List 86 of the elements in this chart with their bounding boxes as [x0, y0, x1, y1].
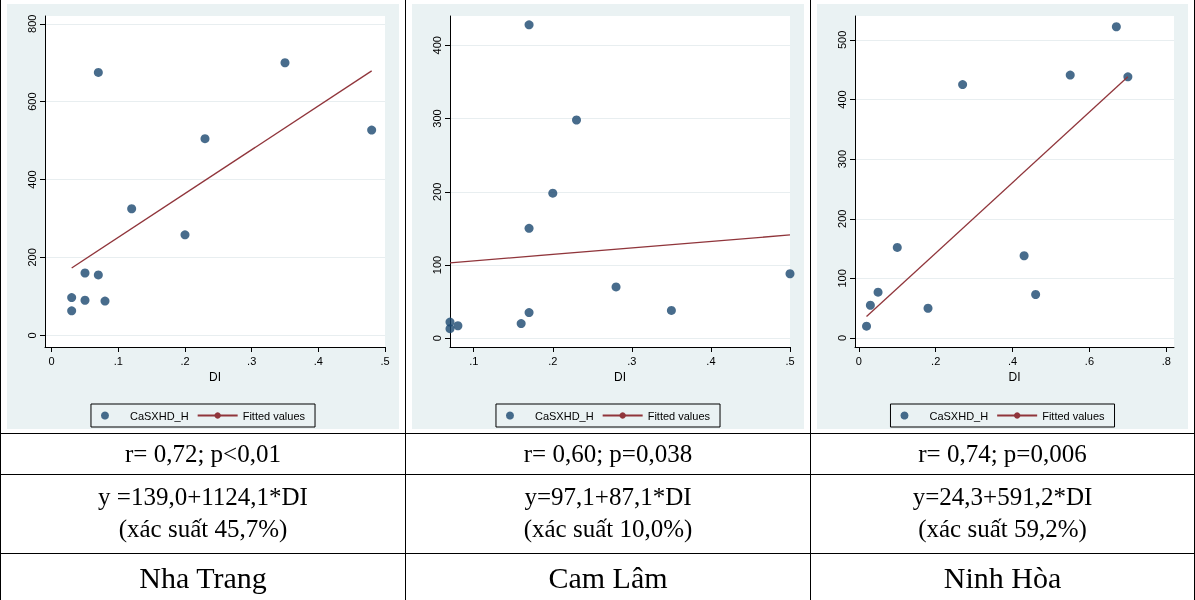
y-tick-label: 300 [430, 109, 443, 128]
y-tick-label: 200 [835, 209, 848, 228]
x-axis-title: DI [614, 370, 626, 384]
point [785, 269, 795, 279]
x-tick-label: 0 [855, 354, 862, 367]
point [923, 303, 933, 313]
x-tick-label: .4 [706, 354, 716, 367]
y-tick-label: 100 [835, 269, 848, 288]
x-axis-title: DI [209, 370, 221, 384]
legend-label: Fitted values [647, 409, 711, 422]
text: Nha Trang [1, 553, 405, 600]
x-tick-label: .3 [627, 354, 637, 367]
x-tick-label: .1 [113, 354, 123, 367]
text: (xác suất 10,0%) [522, 514, 694, 544]
y-tick-label: 200 [25, 248, 38, 267]
x-tick-label: .5 [380, 354, 390, 367]
point [1111, 22, 1121, 32]
point [67, 306, 77, 316]
legend-label: CaSXHD_H [534, 409, 594, 422]
point [367, 125, 377, 135]
point [572, 115, 582, 125]
text: y=24,3+591,2*DI [911, 482, 1094, 512]
text: Ninh Hòa [811, 553, 1194, 600]
point [280, 58, 290, 68]
x-tick-label: .1 [469, 354, 479, 367]
point [865, 300, 875, 310]
point [516, 319, 526, 329]
y-tick-label: 400 [25, 170, 38, 189]
y-tick-label: 500 [835, 30, 848, 50]
y-tick-label: 0 [25, 332, 38, 339]
point [67, 293, 77, 303]
point [666, 305, 676, 315]
text: r= 0,74; p=0,006 [811, 433, 1194, 474]
point [524, 223, 534, 233]
x-tick-label: .3 [247, 354, 257, 367]
x-tick-label: 0 [48, 354, 55, 367]
text: (xác suất 59,2%) [917, 514, 1088, 545]
point [958, 80, 968, 90]
text: (xác suất 45,7%) [117, 514, 289, 544]
point [548, 188, 558, 198]
y-tick-label: 800 [25, 14, 38, 33]
point [445, 324, 455, 334]
point [200, 134, 210, 144]
text: y =139,0+1124,1*DI [97, 482, 309, 512]
x-tick-label: .4 [1007, 354, 1018, 367]
y-tick-label: 0 [430, 335, 443, 342]
point [1065, 70, 1075, 80]
point [1019, 251, 1029, 261]
point [93, 270, 103, 280]
x-tick-label: .2 [931, 354, 941, 367]
y-tick-label: 0 [835, 334, 848, 342]
point [611, 282, 621, 292]
x-tick-label: .6 [1084, 354, 1095, 367]
y-tick-label: 400 [430, 36, 443, 55]
point [524, 308, 534, 318]
text: r= 0,72; p<0,01 [1, 433, 405, 474]
point [100, 296, 110, 306]
point [93, 67, 103, 77]
y-tick-label: 100 [430, 255, 443, 275]
point [180, 230, 190, 240]
x-tick-label: .4 [313, 354, 323, 367]
point [127, 204, 137, 214]
y-tick-label: 600 [25, 92, 38, 111]
y-tick-label: 400 [835, 90, 848, 109]
legend-label: Fitted values [242, 409, 306, 422]
point [892, 242, 902, 252]
legend-label: CaSXHD_H [929, 409, 989, 422]
point [453, 321, 463, 331]
x-tick-label: .2 [180, 354, 190, 367]
point [80, 295, 90, 305]
point [873, 287, 883, 297]
point [862, 321, 872, 331]
legend-label: CaSXHD_H [129, 409, 189, 422]
point [80, 268, 90, 278]
y-tick-label: 200 [430, 182, 443, 201]
x-tick-label: .8 [1161, 354, 1171, 367]
x-tick-label: .5 [785, 354, 795, 367]
text: Cam Lâm [406, 553, 810, 600]
x-tick-label: .2 [548, 354, 558, 367]
point [1031, 290, 1041, 300]
legend-label: Fitted values [1042, 409, 1106, 422]
point [524, 20, 534, 30]
text: y=97,1+87,1*DI [523, 482, 693, 512]
x-axis-title: DI [1008, 370, 1021, 384]
text: r= 0,60; p=0,038 [406, 433, 810, 474]
y-tick-label: 300 [835, 149, 848, 169]
